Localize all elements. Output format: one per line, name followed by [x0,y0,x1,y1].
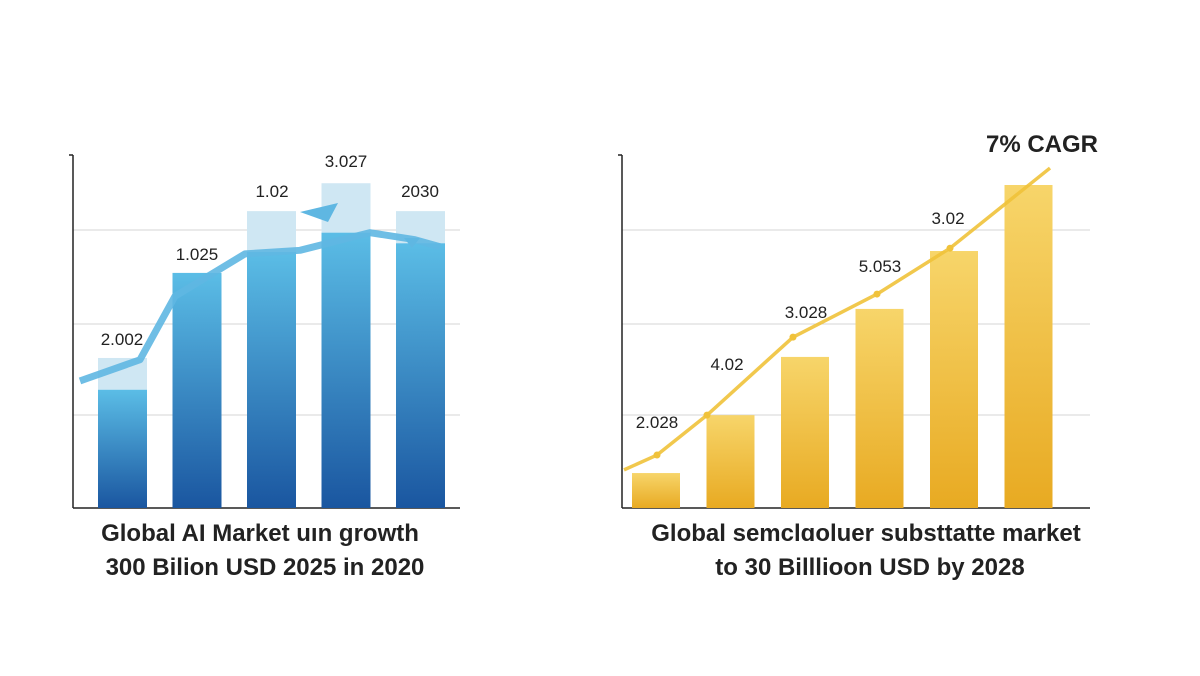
data-label: 4.02 [710,355,743,374]
bar-cap [247,211,296,253]
data-label: 3.028 [785,303,828,322]
trend-line [623,166,1052,472]
arrow-up-icon [300,203,338,222]
semiconductor-substrate-chart: 2.028 4.02 3.028 5.053 3.02 [618,154,1090,509]
bar [396,243,445,508]
bar [1004,185,1053,508]
bar [781,356,829,508]
trend-point [703,411,711,419]
trend-point [946,244,954,252]
ai-market-chart: 2.002 1.025 1.02 3.027 2030 [69,152,460,509]
bar [930,251,978,509]
bar [247,252,296,508]
data-label: 2030 [401,182,439,201]
trend-point [873,290,881,298]
trend-point [789,333,797,341]
bar [321,232,371,508]
data-label: 3.02 [931,209,964,228]
right-chart-title: Global semclɑoluer substtatte market [651,520,1080,547]
data-label: 2.002 [101,330,144,349]
trend-point [653,451,661,459]
cagr-annotation: 7% CAGR [986,131,1098,158]
data-label: 3.027 [325,152,368,171]
data-label: 1.02 [255,182,288,201]
data-label: 1.025 [176,245,219,264]
bar [632,473,680,508]
data-label: 5.053 [859,257,902,276]
left-chart-subtitle: 300 Bilion USD 2025 in 2020 [106,554,425,581]
bar [706,415,755,508]
right-chart-subtitle: to 30 Billlioon USD by 2028 [715,554,1024,581]
arrow-down-icon [404,238,420,248]
bar [98,389,147,508]
bar [172,272,222,508]
left-chart-title: Global AI Market uın growth [101,520,419,547]
bar [855,308,904,508]
data-label: 2.028 [636,413,679,432]
